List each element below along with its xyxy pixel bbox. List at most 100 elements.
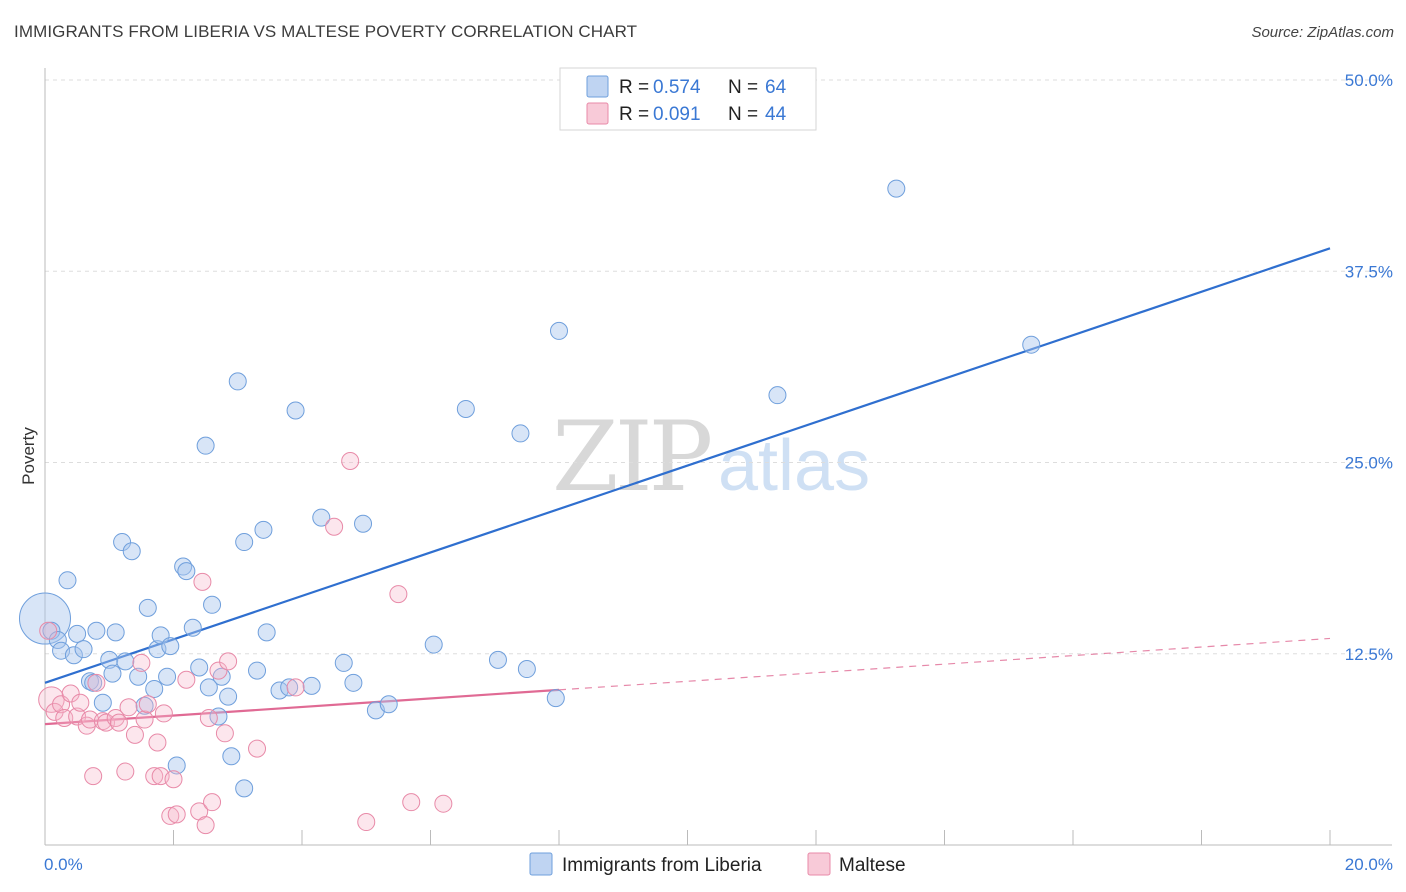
- maltese-point: [357, 813, 376, 832]
- legend-n-label-maltese: N =: [728, 104, 758, 125]
- maltese-point: [325, 517, 344, 536]
- series-legend-swatch-maltese: [807, 852, 831, 876]
- liberia-point: [48, 630, 67, 649]
- liberia-point: [106, 623, 125, 642]
- liberia-point: [302, 676, 321, 695]
- liberia-point: [219, 687, 238, 706]
- liberia-point: [228, 372, 247, 391]
- liberia-point: [887, 179, 906, 198]
- liberia-point: [312, 508, 331, 527]
- maltese-point: [215, 724, 234, 743]
- liberia-point: [103, 664, 122, 683]
- liberia-point: [113, 533, 132, 552]
- y-tick-label: 25.0%: [1345, 454, 1393, 473]
- liberia-point: [248, 661, 267, 680]
- maltese-point: [119, 698, 138, 717]
- liberia-point: [74, 640, 93, 659]
- maltese-point: [199, 709, 218, 728]
- liberia-point: [488, 650, 507, 669]
- liberia-point: [80, 672, 99, 691]
- liberia-trend-line: [44, 247, 1331, 684]
- liberia-point: [379, 695, 398, 714]
- liberia-point: [158, 667, 177, 686]
- maltese-point: [116, 762, 135, 781]
- liberia-point: [344, 673, 363, 692]
- liberia-point: [183, 618, 202, 637]
- liberia-point: [190, 658, 209, 677]
- liberia-point: [1022, 335, 1041, 354]
- liberia-point: [58, 571, 77, 590]
- liberia-point: [64, 646, 83, 665]
- liberia-point: [550, 321, 568, 340]
- legend-swatch-liberia: [586, 75, 609, 98]
- maltese-point: [135, 710, 154, 729]
- maltese-point: [167, 805, 186, 824]
- liberia-point: [177, 562, 196, 581]
- maltese-point: [45, 702, 64, 721]
- maltese-point: [434, 794, 453, 813]
- maltese-point: [55, 709, 74, 728]
- series-legend: Immigrants from Liberia Maltese: [529, 852, 906, 876]
- series-legend-label-maltese: Maltese: [839, 855, 906, 876]
- watermark-zip: ZIP: [552, 401, 711, 513]
- maltese-point: [219, 652, 238, 671]
- series-legend-swatch-liberia: [529, 852, 553, 876]
- liberia-point: [122, 542, 141, 561]
- liberia-point: [161, 637, 180, 656]
- liberia-point: [235, 779, 254, 798]
- liberia-point: [354, 514, 373, 533]
- liberia-point: [145, 679, 164, 698]
- liberia-point: [93, 693, 112, 712]
- maltese-point: [138, 695, 157, 714]
- maltese-point: [97, 713, 116, 732]
- maltese-trend-line-extension: [558, 637, 1331, 691]
- maltese-point: [196, 816, 215, 835]
- maltese-point: [61, 684, 80, 703]
- stats-legend: R = 0.574 N = 64 R = 0.091 N = 44: [559, 67, 817, 131]
- liberia-point: [334, 653, 353, 672]
- chart-title: IMMIGRANTS FROM LIBERIA VS MALTESE POVER…: [14, 22, 638, 41]
- maltese-point: [193, 572, 212, 591]
- liberia-point: [424, 635, 443, 654]
- maltese-point: [248, 739, 267, 758]
- maltese-point: [203, 793, 222, 812]
- liberia-point: [196, 436, 215, 455]
- liberia-point: [135, 696, 154, 715]
- maltese-point: [145, 767, 164, 786]
- maltese-point: [125, 725, 144, 744]
- maltese-point: [132, 653, 151, 672]
- maltese-point: [402, 793, 421, 812]
- legend-r-label-maltese: R =: [619, 104, 649, 125]
- data-points: [19, 179, 1041, 835]
- maltese-point: [177, 670, 196, 689]
- liberia-point: [222, 747, 241, 766]
- liberia-point: [203, 595, 222, 614]
- maltese-point: [109, 713, 128, 732]
- liberia-point: [511, 424, 530, 443]
- liberia-point: [286, 401, 305, 420]
- legend-r-value-maltese: 0.091: [653, 104, 701, 125]
- legend-n-label-liberia: N =: [728, 77, 758, 98]
- maltese-point: [87, 673, 106, 692]
- liberia-point: [100, 650, 119, 669]
- chart-source: Source: ZipAtlas.com: [1251, 24, 1394, 41]
- liberia-point: [209, 707, 228, 726]
- liberia-point: [768, 386, 787, 405]
- maltese-point: [71, 693, 90, 712]
- y-axis-label: Poverty: [19, 427, 38, 485]
- liberia-point: [116, 652, 135, 671]
- liberia-point: [456, 399, 475, 418]
- x-tick-label: 0.0%: [44, 855, 83, 874]
- trend-lines: [44, 247, 1331, 726]
- maltese-point: [389, 585, 408, 604]
- watermark: ZIP atlas: [552, 401, 870, 513]
- legend-n-value-liberia: 64: [765, 77, 787, 98]
- liberia-point: [87, 621, 106, 640]
- y-tick-label: 12.5%: [1345, 645, 1393, 664]
- liberia-point: [138, 598, 157, 617]
- liberia-point: [167, 756, 186, 775]
- watermark-atlas: atlas: [718, 426, 870, 506]
- series-legend-label-liberia: Immigrants from Liberia: [562, 855, 762, 876]
- maltese-point: [286, 678, 305, 697]
